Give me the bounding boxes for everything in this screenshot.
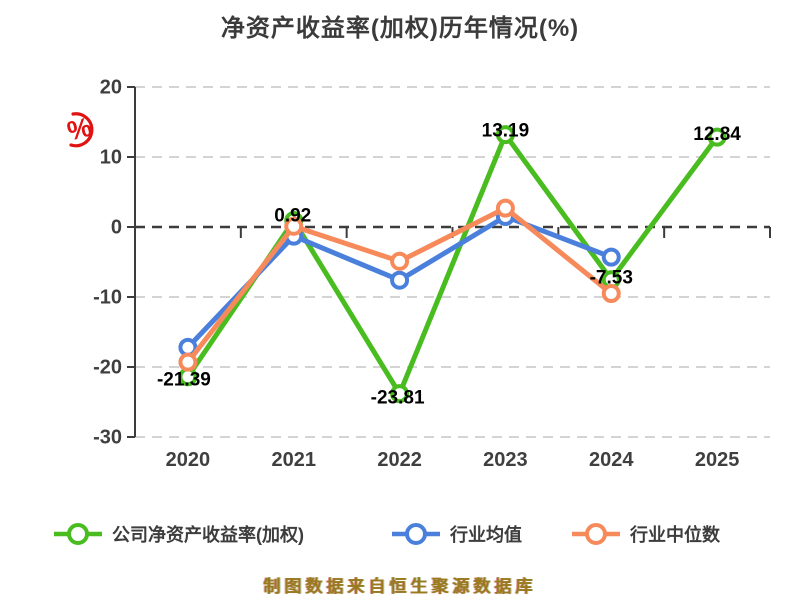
legend-item-company[interactable]: 公司净资产收益率(加权): [53, 520, 304, 548]
data-label-0.92: 0.92: [274, 206, 311, 227]
series-marker-2: [284, 216, 304, 236]
y-tick-label: -30: [93, 426, 122, 448]
data-label-12.84: 12.84: [693, 124, 741, 145]
legend-marker-company-icon: [54, 523, 102, 545]
y-tick-label: -20: [93, 356, 122, 378]
y-tick-label: 20: [100, 76, 122, 98]
series-marker-0: [707, 127, 727, 147]
series-marker-1: [601, 247, 621, 267]
data-label--21.39: -21.39: [157, 370, 211, 391]
series-marker-2: [495, 198, 515, 218]
data-label--23.81: -23.81: [371, 388, 425, 409]
series-marker-2: [390, 251, 410, 271]
legend-item-industry-mean[interactable]: 行业均值: [391, 520, 522, 548]
x-axis-label-2024: 2024: [589, 449, 634, 471]
series-marker-1: [390, 270, 410, 290]
legend-item-industry-median[interactable]: 行业中位数: [571, 520, 720, 548]
x-axis-label-2025: 2025: [695, 449, 740, 471]
legend-label-industry-mean: 行业均值: [450, 525, 522, 545]
chart-title: 净资产收益率(加权)历年情况(%): [220, 15, 580, 42]
x-axis-label-2022: 2022: [377, 449, 422, 471]
y-tick-label: -10: [93, 286, 122, 308]
x-axis-label-2020: 2020: [166, 449, 211, 471]
data-label-13.19: 13.19: [482, 121, 530, 142]
data-label--7.53: -7.53: [590, 268, 633, 289]
x-axis-label-2023: 2023: [483, 449, 528, 471]
legend-marker-industry-mean-icon: [392, 523, 440, 545]
y-tick-label: 10: [100, 146, 122, 168]
y-tick-label: 0: [111, 216, 122, 238]
red-percent-emblem-icon: %: [64, 112, 95, 148]
series-marker-2: [601, 284, 621, 303]
legend-label-company: 公司净资产收益率(加权): [112, 525, 304, 545]
chart-legend: 公司净资产收益率(加权) 行业均值 行业中位数: [0, 520, 800, 554]
series-marker-2: [178, 352, 198, 372]
series-marker-0: [495, 125, 515, 145]
legend-label-industry-median: 行业中位数: [630, 525, 720, 545]
series-marker-0: [390, 384, 410, 404]
watermark-text: 制图数据来自恒生聚源数据库: [263, 577, 537, 596]
x-axis-label-2021: 2021: [272, 449, 317, 471]
legend-marker-industry-median-icon: [572, 523, 620, 545]
